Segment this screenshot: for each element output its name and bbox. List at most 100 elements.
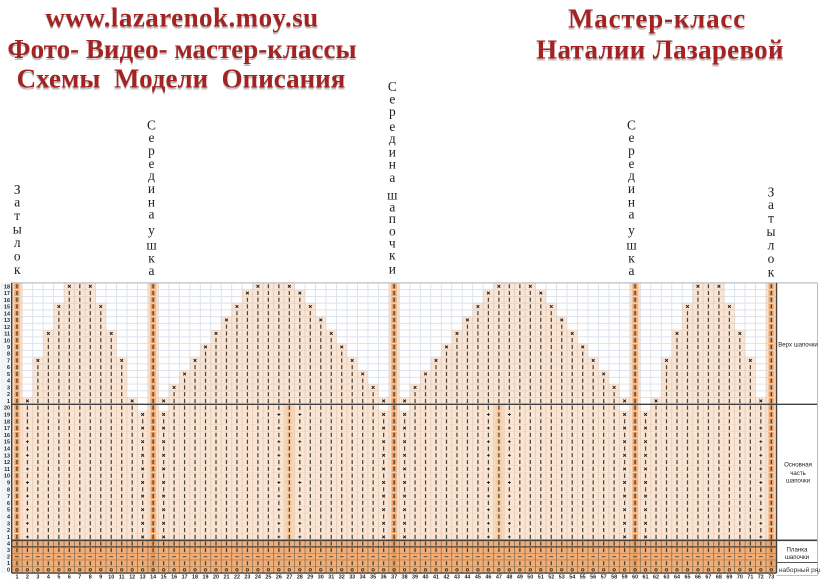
svg-text:7: 7 xyxy=(78,575,81,581)
svg-text:33: 33 xyxy=(349,575,355,581)
svg-text:42: 42 xyxy=(444,575,450,581)
svg-text:12: 12 xyxy=(4,325,10,331)
svg-text:и: и xyxy=(148,181,155,196)
svg-text:5: 5 xyxy=(57,575,60,581)
svg-text:20: 20 xyxy=(4,406,10,412)
svg-text:10: 10 xyxy=(108,575,114,581)
svg-text:40: 40 xyxy=(423,575,429,581)
svg-text:11: 11 xyxy=(119,575,125,581)
svg-text:16: 16 xyxy=(4,433,10,439)
svg-text:ч: ч xyxy=(389,236,396,251)
svg-text:С: С xyxy=(147,117,156,132)
svg-text:19: 19 xyxy=(4,413,10,419)
svg-text:69: 69 xyxy=(726,575,732,581)
svg-text:14: 14 xyxy=(4,447,10,453)
svg-text:и: и xyxy=(389,261,396,276)
svg-text:31: 31 xyxy=(328,575,334,581)
svg-text:а: а xyxy=(14,194,20,209)
svg-text:57: 57 xyxy=(601,575,607,581)
svg-text:2: 2 xyxy=(26,575,29,581)
svg-text:шапочки: шапочки xyxy=(785,554,809,561)
svg-text:С: С xyxy=(627,117,636,132)
svg-text:а: а xyxy=(389,170,395,185)
svg-text:50: 50 xyxy=(527,575,533,581)
svg-text:68: 68 xyxy=(716,575,722,581)
svg-text:59: 59 xyxy=(622,575,628,581)
svg-text:43: 43 xyxy=(454,575,460,581)
svg-text:е: е xyxy=(389,119,395,134)
svg-text:З: З xyxy=(768,184,775,199)
svg-text:к: к xyxy=(628,250,635,265)
svg-text:Основная: Основная xyxy=(784,461,812,468)
svg-text:р: р xyxy=(389,104,396,119)
svg-text:38: 38 xyxy=(402,575,408,581)
svg-text:а: а xyxy=(629,207,635,222)
svg-text:23: 23 xyxy=(244,575,250,581)
svg-text:16: 16 xyxy=(4,298,10,304)
svg-text:8: 8 xyxy=(7,352,10,358)
svg-text:е: е xyxy=(629,156,635,171)
svg-text:28: 28 xyxy=(297,575,303,581)
svg-text:2: 2 xyxy=(7,528,10,534)
svg-text:3: 3 xyxy=(7,521,10,527)
svg-text:Планка: Планка xyxy=(787,547,808,554)
svg-text:С: С xyxy=(388,79,397,94)
svg-text:19: 19 xyxy=(203,575,209,581)
svg-text:63: 63 xyxy=(664,575,670,581)
svg-text:9: 9 xyxy=(7,345,10,351)
svg-text:13: 13 xyxy=(140,575,146,581)
svg-text:Верх шапочки: Верх шапочки xyxy=(778,342,818,349)
svg-text:22: 22 xyxy=(234,575,240,581)
svg-text:и: и xyxy=(628,181,635,196)
svg-text:27: 27 xyxy=(286,575,292,581)
svg-text:Фото- Видео- мастер-классы: Фото- Видео- мастер-классы xyxy=(7,36,356,66)
svg-text:к: к xyxy=(14,262,21,277)
svg-text:2: 2 xyxy=(7,392,10,398)
svg-text:7: 7 xyxy=(7,494,10,500)
svg-text:е: е xyxy=(149,130,155,145)
svg-text:www.lazarenok.moy.su: www.lazarenok.moy.su xyxy=(45,4,318,34)
svg-text:е: е xyxy=(389,91,395,106)
svg-text:14: 14 xyxy=(150,575,156,581)
svg-text:а: а xyxy=(389,199,395,214)
svg-text:60: 60 xyxy=(632,575,638,581)
svg-text:64: 64 xyxy=(674,575,680,581)
svg-text:67: 67 xyxy=(705,575,711,581)
svg-text:73: 73 xyxy=(768,575,774,581)
svg-text:20: 20 xyxy=(213,575,219,581)
svg-text:Наталии Лазаревой: Наталии Лазаревой xyxy=(536,35,784,65)
svg-text:д: д xyxy=(148,168,155,183)
svg-text:47: 47 xyxy=(496,575,502,581)
svg-text:44: 44 xyxy=(464,575,470,581)
svg-text:15: 15 xyxy=(4,440,10,446)
svg-text:16: 16 xyxy=(171,575,177,581)
svg-text:12: 12 xyxy=(4,460,10,466)
svg-text:36: 36 xyxy=(381,575,387,581)
svg-text:Мастер-класс: Мастер-класс xyxy=(568,4,746,34)
svg-text:72: 72 xyxy=(758,575,764,581)
svg-text:41: 41 xyxy=(433,575,439,581)
svg-text:17: 17 xyxy=(4,426,10,432)
svg-text:18: 18 xyxy=(4,284,10,290)
svg-text:56: 56 xyxy=(590,575,596,581)
svg-text:к: к xyxy=(389,248,396,263)
svg-text:9: 9 xyxy=(7,481,10,487)
svg-text:5: 5 xyxy=(7,372,10,378)
svg-text:6: 6 xyxy=(7,501,10,507)
svg-text:т: т xyxy=(768,210,774,225)
svg-text:7: 7 xyxy=(7,358,10,364)
svg-text:8: 8 xyxy=(89,575,92,581)
svg-text:17: 17 xyxy=(182,575,188,581)
svg-text:у: у xyxy=(628,223,635,238)
svg-text:10: 10 xyxy=(4,338,10,344)
svg-text:шапочки: шапочки xyxy=(786,478,810,485)
svg-text:13: 13 xyxy=(4,453,10,459)
svg-text:www.lazarenok.moy.su: www.lazarenok.moy.su xyxy=(45,3,318,33)
svg-text:4: 4 xyxy=(47,575,50,581)
svg-text:54: 54 xyxy=(569,575,575,581)
svg-text:п: п xyxy=(389,211,396,226)
svg-text:ы: ы xyxy=(767,224,776,239)
svg-text:53: 53 xyxy=(559,575,565,581)
svg-text:н: н xyxy=(628,194,635,209)
svg-text:71: 71 xyxy=(747,575,753,581)
